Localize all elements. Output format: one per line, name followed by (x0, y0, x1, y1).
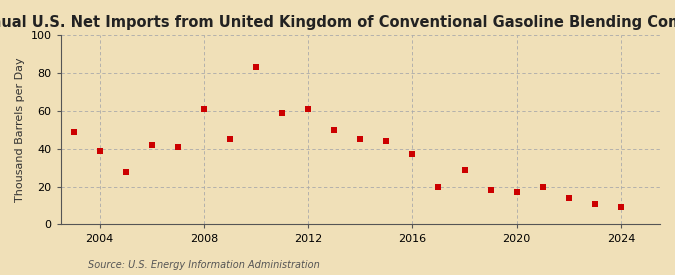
Point (120, 169, 131, 174)
Point (303, 107, 314, 111)
Point (564, 196, 574, 200)
Point (172, 145, 183, 149)
Point (511, 190, 522, 194)
Point (146, 143, 157, 147)
Point (355, 137, 366, 142)
Point (95, 148, 105, 153)
Point (329, 128, 340, 132)
Point (433, 185, 444, 189)
Point (198, 107, 209, 111)
Point (277, 111, 288, 115)
Text: Source: U.S. Energy Information Administration: Source: U.S. Energy Information Administ… (88, 260, 319, 270)
Point (537, 185, 548, 189)
Point (459, 167, 470, 172)
Point (616, 205, 626, 210)
Y-axis label: Thousand Barrels per Day: Thousand Barrels per Day (15, 57, 25, 202)
Point (381, 139, 392, 144)
Point (407, 152, 418, 157)
Point (589, 202, 600, 206)
Point (225, 137, 236, 142)
Point (68, 130, 79, 134)
Point (485, 188, 496, 192)
Title: Annual U.S. Net Imports from United Kingdom of Conventional Gasoline Blending Co: Annual U.S. Net Imports from United King… (0, 15, 675, 30)
Point (250, 65, 261, 70)
